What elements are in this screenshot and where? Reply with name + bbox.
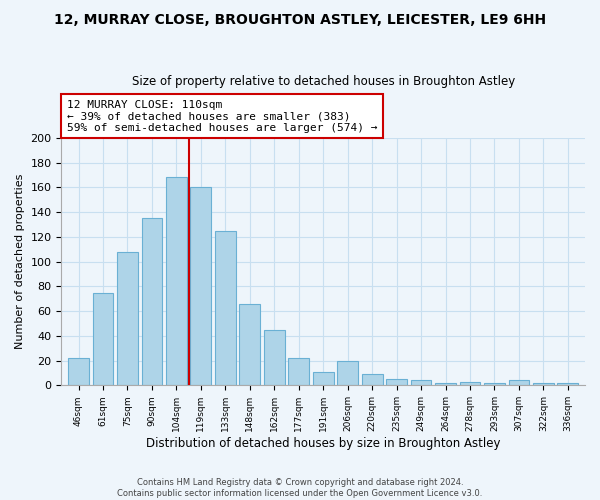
Bar — [484, 383, 505, 386]
Bar — [362, 374, 383, 386]
Text: Contains HM Land Registry data © Crown copyright and database right 2024.
Contai: Contains HM Land Registry data © Crown c… — [118, 478, 482, 498]
Bar — [117, 252, 138, 386]
Bar — [190, 188, 211, 386]
Bar — [68, 358, 89, 386]
Title: Size of property relative to detached houses in Broughton Astley: Size of property relative to detached ho… — [131, 75, 515, 88]
Bar — [410, 380, 431, 386]
Bar — [289, 358, 309, 386]
Bar — [313, 372, 334, 386]
Text: 12, MURRAY CLOSE, BROUGHTON ASTLEY, LEICESTER, LE9 6HH: 12, MURRAY CLOSE, BROUGHTON ASTLEY, LEIC… — [54, 12, 546, 26]
Text: 12 MURRAY CLOSE: 110sqm
← 39% of detached houses are smaller (383)
59% of semi-d: 12 MURRAY CLOSE: 110sqm ← 39% of detache… — [67, 100, 377, 133]
X-axis label: Distribution of detached houses by size in Broughton Astley: Distribution of detached houses by size … — [146, 437, 500, 450]
Bar — [435, 383, 456, 386]
Bar — [264, 330, 284, 386]
Bar — [533, 383, 554, 386]
Bar — [215, 230, 236, 386]
Bar — [239, 304, 260, 386]
Bar — [92, 292, 113, 386]
Bar — [557, 383, 578, 386]
Bar — [509, 380, 529, 386]
Bar — [166, 178, 187, 386]
Bar — [337, 360, 358, 386]
Bar — [386, 379, 407, 386]
Y-axis label: Number of detached properties: Number of detached properties — [15, 174, 25, 349]
Bar — [142, 218, 163, 386]
Bar — [460, 382, 481, 386]
